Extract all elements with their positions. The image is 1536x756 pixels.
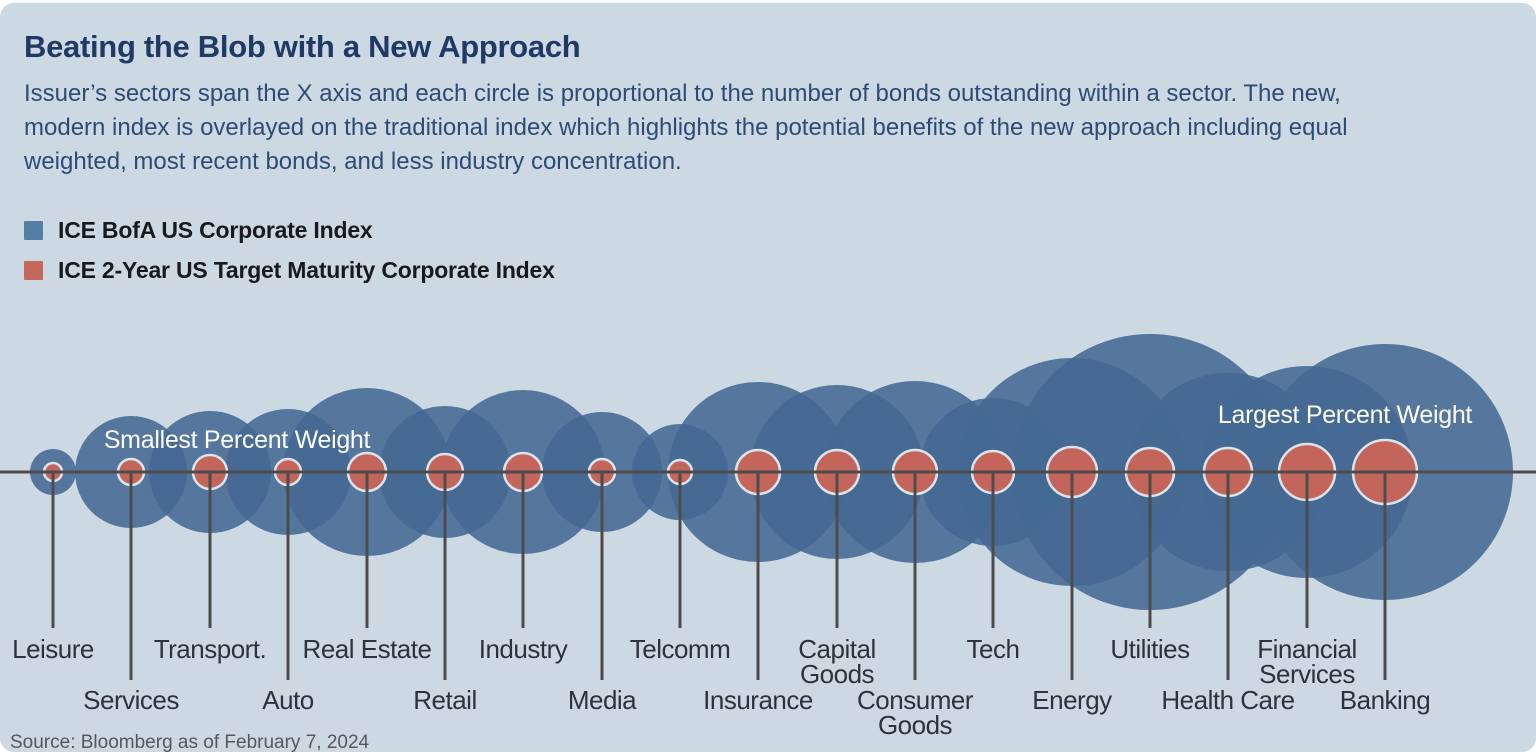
sector-label-leisure: Leisure [12, 634, 94, 664]
chart-description-line-2: modern index is overlayed on the traditi… [24, 114, 1348, 141]
annotation-largest-percent-weight: Largest Percent Weight [1218, 401, 1473, 429]
sector-label-media: Media [568, 685, 637, 715]
sector-labels-layer: Leisure Services Transport. Auto Real Estate… [12, 634, 1431, 740]
sector-label-insurance: Insurance [703, 685, 813, 715]
legend-label: ICE BofA US Corporate Index [58, 216, 373, 243]
sector-label-industry: Industry [479, 634, 568, 664]
legend-item-target-maturity-index: ICE 2-Year US Target Maturity Corporate … [24, 250, 555, 290]
leader-lines-layer [51, 472, 1387, 680]
sector-label-health-care: Health Care [1161, 685, 1294, 715]
sector-label-retail: Retail [413, 685, 476, 715]
bubble-chart: Leisure Services Transport. Auto Real Estate… [0, 334, 1536, 740]
legend-item-traditional-index: ICE BofA US Corporate Index [24, 210, 555, 250]
chart-description-line-1: Issuer’s sectors span the X axis and eac… [24, 80, 1341, 107]
chart-card: Beating the Blob with a New Approach Iss… [0, 3, 1536, 752]
source-note: Source: Bloomberg as of February 7, 2024 [10, 732, 370, 752]
sector-label-energy: Energy [1032, 685, 1112, 715]
sector-label-financial-services: Financial Services [1257, 634, 1357, 689]
sector-label-real-estate: Real Estate [303, 634, 432, 664]
chart-description-line-3: weighted, most recent bonds, and less in… [24, 148, 682, 175]
sector-label-consumer-goods: Consumer Goods [857, 685, 974, 740]
sector-label-telcomm: Telcomm [630, 634, 731, 664]
sector-label-tech: Tech [967, 634, 1020, 664]
sector-label-services: Services [83, 685, 179, 715]
sector-label-transport: Transport. [154, 634, 267, 664]
sector-label-utilities: Utilities [1110, 634, 1190, 664]
chart-description: Issuer’s sectors span the X axis and eac… [24, 77, 1524, 179]
annotation-smallest-percent-weight: Smallest Percent Weight [104, 426, 371, 454]
sector-label-capital-goods: Capital Goods [798, 634, 875, 689]
legend-swatch [24, 260, 43, 280]
sector-label-auto: Auto [262, 685, 314, 715]
legend-label: ICE 2-Year US Target Maturity Corporate … [58, 256, 555, 283]
sector-label-banking: Banking [1340, 685, 1430, 715]
legend-swatch [24, 220, 43, 240]
legend: ICE BofA US Corporate Index ICE 2-Year U… [24, 210, 555, 290]
page-title: Beating the Blob with a New Approach [24, 29, 581, 64]
